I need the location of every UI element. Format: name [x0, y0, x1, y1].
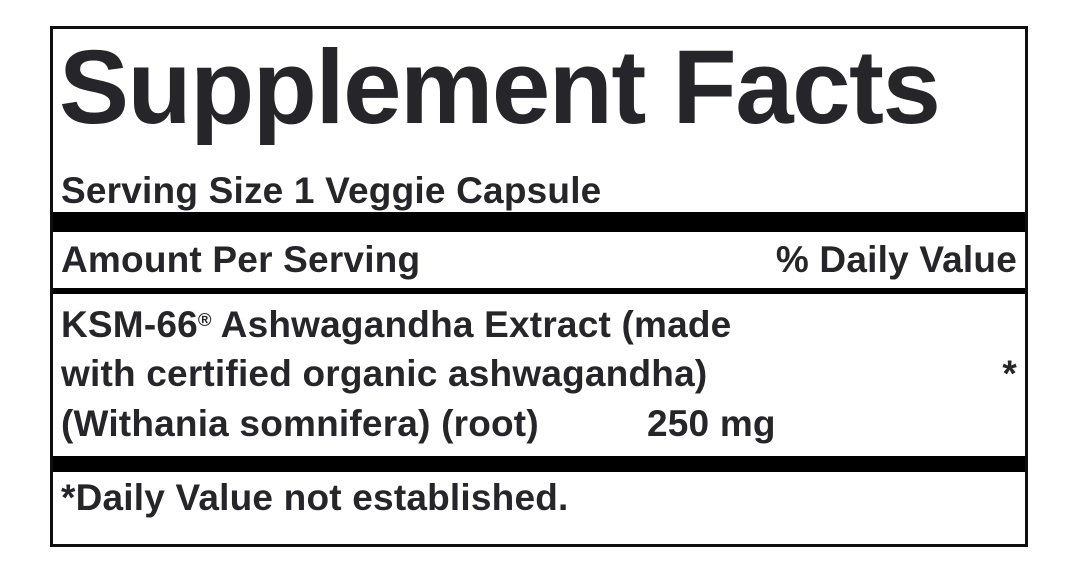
amount-per-serving-header: Amount Per Serving [61, 239, 421, 280]
thick-separator-bar-bottom [53, 456, 1025, 472]
ingredient-brand: KSM-66 [61, 304, 198, 345]
thick-separator-bar-top [53, 212, 1025, 232]
supplement-facts-panel: Supplement Facts Serving Size 1 Veggie C… [50, 26, 1028, 547]
ingredient-name-rest: Ashwagandha Extract (made [211, 304, 732, 345]
ingredient-amount: 250 mg [647, 403, 776, 444]
ingredient-name-part: KSM-66® Ashwagandha Extract (made [61, 304, 731, 345]
ingredient-name-line-1: KSM-66® Ashwagandha Extract (made [61, 304, 1017, 349]
column-header-row: Amount Per Serving % Daily Value [61, 239, 1017, 280]
ingredient-name-part: (Withania somnifera) (root) [61, 403, 539, 444]
serving-size-text: Serving Size 1 Veggie Capsule [61, 170, 602, 211]
panel-title: Supplement Facts [59, 29, 941, 146]
daily-value-asterisk: * [1002, 353, 1017, 394]
percent-daily-value-header: % Daily Value [775, 239, 1017, 280]
registered-trademark-symbol: ® [197, 308, 212, 330]
daily-value-footnote: *Daily Value not established. [61, 477, 569, 518]
ingredient-name-part: with certified organic ashwagandha) [61, 353, 708, 394]
ingredient-name-line-2: with certified organic ashwagandha) * [61, 353, 1017, 398]
ingredient-name-line-3: (Withania somnifera) (root) 250 mg [61, 403, 1017, 448]
thin-separator-rule [53, 288, 1025, 294]
